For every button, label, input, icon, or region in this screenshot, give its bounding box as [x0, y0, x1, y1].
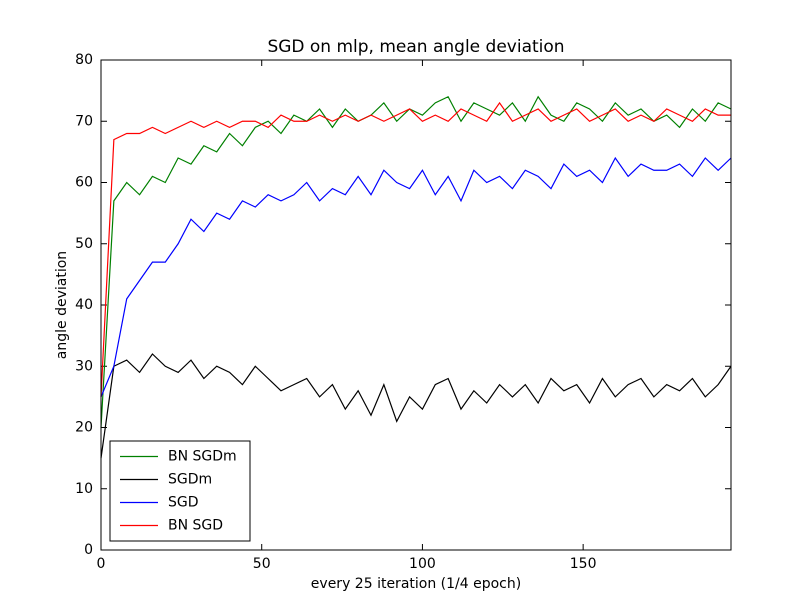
legend-label: BN SGDm [168, 449, 237, 465]
legend-box [109, 440, 251, 542]
legend-label: SGD [168, 495, 199, 511]
series-line [100, 353, 732, 459]
x-tick-label: 50 [253, 556, 271, 572]
y-tick-label: 20 [75, 420, 93, 436]
y-tick-label: 50 [75, 236, 93, 252]
y-tick-label: 60 [75, 175, 93, 191]
series-line [100, 156, 732, 398]
y-tick-label: 0 [84, 542, 93, 558]
plot-frame [100, 59, 732, 551]
legend-label: SGDm [168, 472, 212, 488]
x-axis-label: every 25 iteration (1/4 epoch) [311, 576, 521, 592]
x-tick-label: 0 [97, 556, 106, 572]
x-tick-label: 150 [570, 556, 597, 572]
y-tick-label: 70 [75, 113, 93, 129]
y-tick-label: 30 [75, 358, 93, 374]
y-axis-label: angle deviation [54, 251, 70, 359]
legend-label: BN SGD [168, 518, 223, 534]
series-line [100, 95, 732, 428]
chart-title: SGD on mlp, mean angle deviation [267, 37, 564, 57]
y-tick-label: 80 [75, 52, 93, 68]
x-tick-label: 100 [409, 556, 436, 572]
series-line [100, 101, 731, 397]
y-tick-label: 40 [75, 297, 93, 313]
y-tick-label: 10 [75, 481, 93, 497]
